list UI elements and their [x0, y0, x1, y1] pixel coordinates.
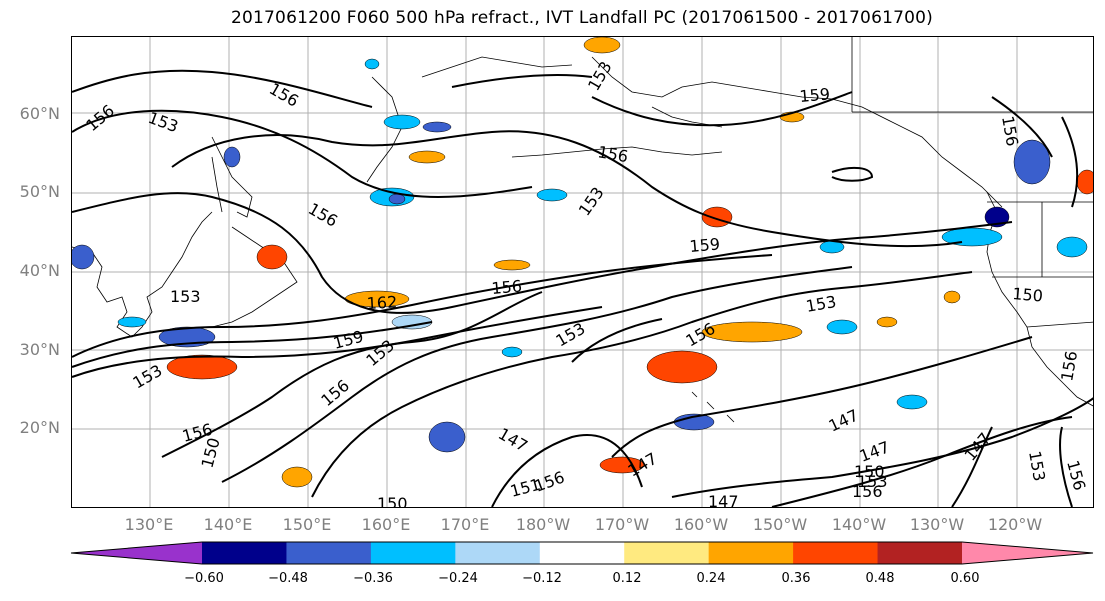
colorbar-tick: −0.60 — [184, 571, 224, 586]
colorbar-tick: −0.36 — [353, 571, 393, 586]
chart-title: 2017061200 F060 500 hPa refract., IVT La… — [230, 8, 933, 28]
colorbar-cell — [455, 542, 541, 564]
colorbar-tick: 0.24 — [696, 571, 726, 586]
colorbar-cell — [370, 542, 456, 564]
contour-label: 153 — [1025, 449, 1049, 482]
contour-label: 156 — [998, 114, 1022, 147]
contour-label: 159 — [689, 234, 721, 256]
contour-label: 156 — [82, 101, 118, 135]
colorbar-tick: 0.12 — [612, 571, 642, 586]
lat-label-40n: 40°N — [19, 261, 60, 280]
ivt-warm-patches — [166, 37, 1093, 488]
contour-label: 147 — [625, 449, 661, 481]
lat-label-30n: 30°N — [19, 340, 60, 359]
colorbar-cell — [286, 542, 372, 564]
colorbar-tick: 0.48 — [865, 571, 895, 586]
lon-label-130w: 130°W — [909, 515, 965, 534]
map-panel: 156 153 156 153 156 153 159 156 156 153 … — [71, 36, 1094, 508]
contour-label: 150 — [1012, 284, 1044, 306]
colorbar — [70, 541, 1094, 565]
lat-label-50n: 50°N — [19, 182, 60, 201]
colorbar-cell — [962, 542, 1093, 564]
contour-label: 156 — [1057, 349, 1081, 382]
gridlines — [72, 37, 1093, 507]
contour-label: 162 — [366, 292, 397, 313]
contour-label: 156 — [491, 276, 523, 298]
contour-label: 150 — [377, 494, 408, 508]
contour-label: 156 — [852, 482, 883, 501]
lon-label-170w: 170°W — [594, 515, 650, 534]
contour-label: 153 — [804, 292, 837, 316]
colorbar-cell — [71, 542, 202, 564]
colorbar-tick: −0.48 — [268, 571, 308, 586]
lon-label-130e: 130°E — [124, 515, 174, 534]
lon-label-150w: 150°W — [752, 515, 808, 534]
colorbar-cell — [877, 542, 963, 564]
colorbar-cell — [624, 542, 710, 564]
contour-label: 156 — [266, 79, 302, 111]
colorbar-cell — [539, 542, 625, 564]
refractivity-contours — [72, 69, 1093, 507]
contour-label: 153 — [362, 336, 398, 370]
lon-label-180w: 180°W — [515, 515, 571, 534]
contour-label: 156 — [532, 467, 567, 495]
lon-label-160w: 160°W — [673, 515, 729, 534]
lon-label-150e: 150°E — [282, 515, 332, 534]
contour-label: 153 — [130, 361, 166, 393]
contour-label: 150 — [854, 462, 885, 481]
contour-label: 156 — [596, 142, 629, 166]
contour-label: 153 — [575, 183, 608, 219]
contour-label: 156 — [317, 376, 353, 410]
contour-label: 153 — [146, 108, 181, 136]
lon-label-140w: 140°W — [831, 515, 887, 534]
colorbar-cell — [202, 542, 287, 564]
lat-label-20n: 20°N — [19, 418, 60, 437]
contour-label: 153 — [170, 287, 201, 306]
contour-label: 147 — [708, 492, 739, 508]
lon-label-120w: 120°W — [987, 515, 1043, 534]
lon-label-170e: 170°E — [440, 515, 490, 534]
colorbar-tick: 0.36 — [781, 571, 811, 586]
contour-label: 159 — [799, 84, 831, 106]
contour-label: 153 — [857, 472, 888, 491]
colorbar-outline — [70, 541, 1094, 565]
contour-label: 153 — [553, 319, 589, 351]
map-canvas: 156 153 156 153 156 153 159 156 156 153 … — [72, 37, 1093, 508]
lon-label-160e: 160°E — [361, 515, 411, 534]
colorbar-cell — [708, 542, 794, 564]
contour-label: 156 — [305, 199, 341, 231]
colorbar-cell — [793, 542, 879, 564]
colorbar-tick: 0.60 — [950, 571, 980, 586]
lon-label-140e: 140°E — [203, 515, 253, 534]
colorbar-tick: −0.24 — [438, 571, 478, 586]
lat-label-60n: 60°N — [19, 104, 60, 123]
colorbar-tick: −0.12 — [522, 571, 562, 586]
contour-label: 147 — [826, 405, 862, 435]
